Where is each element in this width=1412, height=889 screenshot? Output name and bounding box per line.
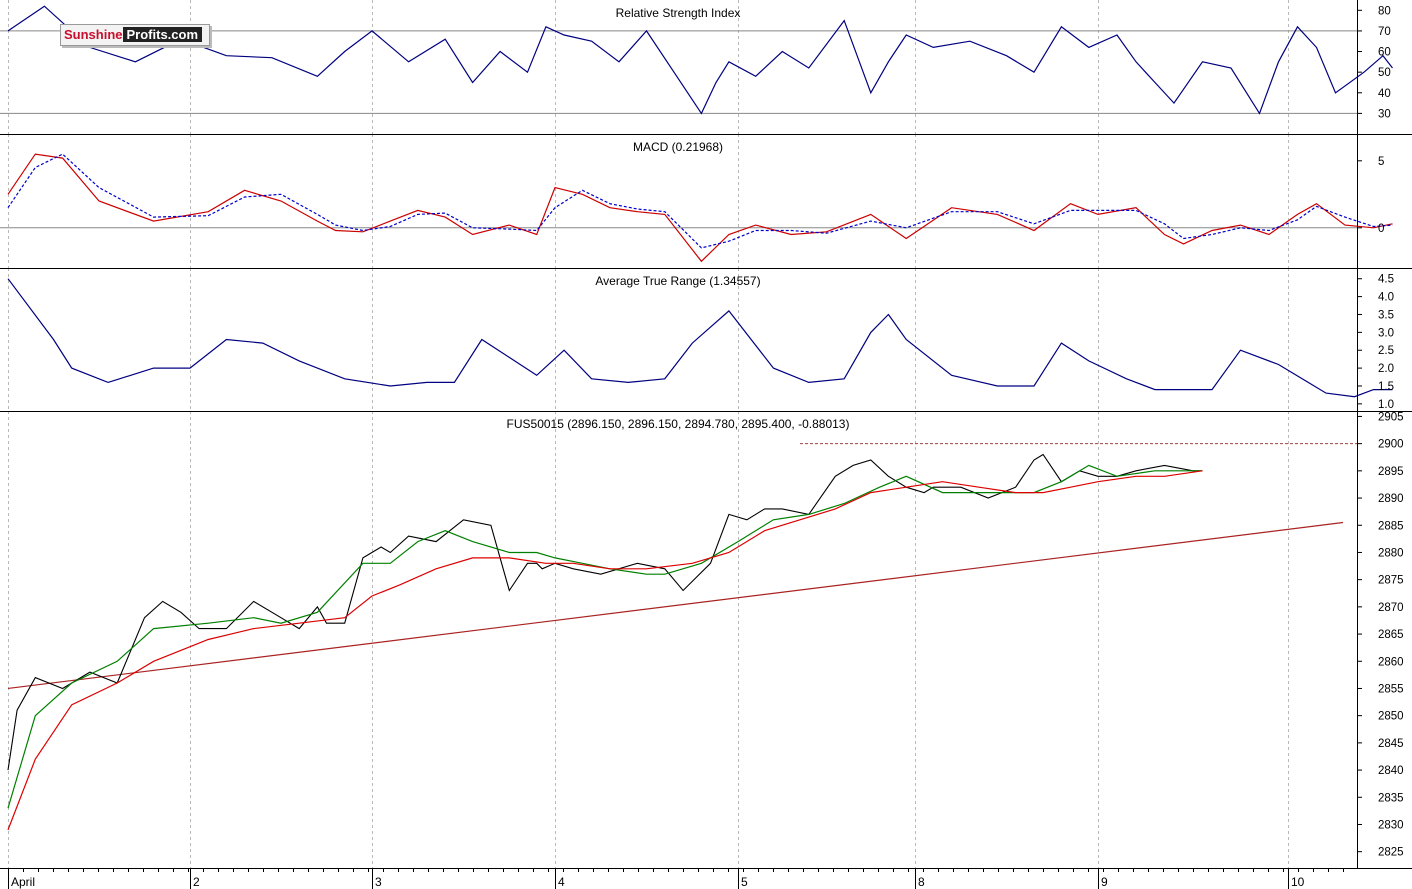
series-line-3-2: [7, 470, 1203, 831]
y-tick-label-2-5: 3.5: [1378, 309, 1394, 321]
y-tick-label-2-1: 1.5: [1378, 381, 1394, 393]
x-tick-label-5: 8: [918, 875, 925, 889]
y-tick-label-2-7: 4.5: [1378, 274, 1394, 286]
brand-logo: Sunshine Profits.com: [60, 24, 210, 46]
y-tick-label-3-13: 2890: [1378, 493, 1404, 505]
y-tick-label-3-3: 2840: [1378, 765, 1404, 777]
x-tick-label-4: 5: [741, 875, 748, 889]
x-tick-label-7: 10: [1291, 875, 1305, 889]
y-tick-label-3-10: 2875: [1378, 575, 1404, 587]
pane-title-3: FUS50015 (2896.150, 2896.150, 2894.780, …: [507, 417, 850, 431]
y-tick-label-3-15: 2900: [1378, 439, 1404, 451]
logo-text-sunshine: Sunshine: [64, 27, 123, 42]
series-line-2-0: [7, 278, 1393, 398]
pane-title-0: Relative Strength Index: [616, 6, 741, 20]
pane-title-2: Average True Range (1.34557): [595, 274, 760, 288]
trend-line: [7, 521, 1344, 690]
y-tick-label-2-4: 3.0: [1378, 327, 1394, 339]
y-tick-label-3-1: 2830: [1378, 819, 1404, 831]
series-line-0-0: [7, 5, 1393, 115]
y-tick-label-2-2: 2.0: [1378, 363, 1394, 375]
series-line-1-1: [7, 153, 1393, 249]
y-tick-label-2-6: 4.0: [1378, 292, 1394, 304]
y-tick-label-0-5: 80: [1378, 5, 1391, 17]
y-tick-label-3-11: 2880: [1378, 547, 1404, 559]
series-line-3-0: [7, 453, 1203, 771]
y-tick-label-3-2: 2835: [1378, 792, 1404, 804]
x-tick-label-2: 3: [375, 875, 382, 889]
series-line-1-0: [7, 153, 1393, 263]
y-tick-label-3-9: 2870: [1378, 602, 1404, 614]
x-tick-label-0: April: [11, 875, 35, 889]
y-tick-label-0-2: 50: [1378, 67, 1391, 79]
y-tick-label-3-16: 2905: [1378, 411, 1404, 423]
y-tick-label-2-0: 1.0: [1378, 399, 1394, 411]
y-tick-label-3-5: 2850: [1378, 711, 1404, 723]
y-tick-label-3-6: 2855: [1378, 683, 1404, 695]
pane-title-1: MACD (0.21968): [633, 140, 723, 154]
y-tick-label-1-0: 0: [1378, 223, 1384, 235]
y-tick-label-3-12: 2885: [1378, 520, 1404, 532]
y-tick-label-0-3: 60: [1378, 47, 1391, 59]
y-tick-label-0-4: 70: [1378, 26, 1391, 38]
y-tick-label-3-14: 2895: [1378, 466, 1404, 478]
y-tick-label-3-7: 2860: [1378, 656, 1404, 668]
y-tick-label-1-1: 5: [1378, 156, 1384, 168]
y-tick-label-3-4: 2845: [1378, 738, 1404, 750]
x-tick-label-6: 9: [1101, 875, 1108, 889]
x-tick-label-1: 2: [193, 875, 200, 889]
y-tick-label-0-0: 30: [1378, 108, 1391, 120]
x-tick-label-3: 4: [558, 875, 565, 889]
y-tick-label-2-3: 2.5: [1378, 345, 1394, 357]
y-tick-label-3-0: 2825: [1378, 847, 1404, 859]
logo-text-profits: Profits.com: [122, 27, 203, 42]
y-tick-label-0-1: 40: [1378, 88, 1391, 100]
y-tick-label-3-8: 2865: [1378, 629, 1404, 641]
